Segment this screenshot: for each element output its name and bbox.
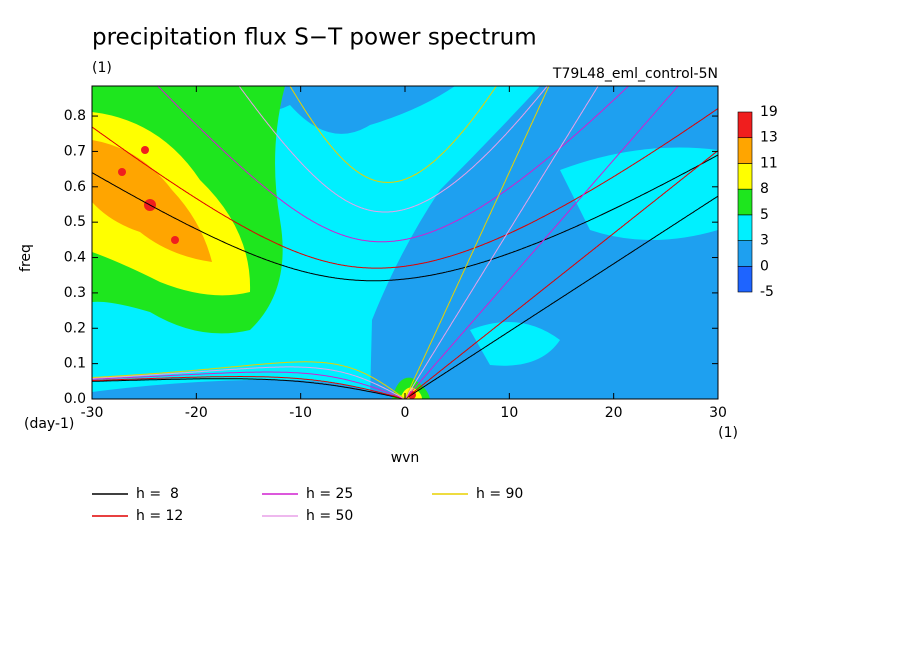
legend-label: h = 50 — [306, 508, 353, 524]
colorbar-label: -5 — [760, 284, 774, 300]
field-area — [141, 146, 149, 154]
x-tick-label: 20 — [605, 405, 623, 421]
colorbar-label: 3 — [760, 233, 769, 249]
dispersion-curve — [404, 150, 718, 399]
y-tick-label: 0.4 — [64, 250, 86, 266]
x-tick-label: 0 — [401, 405, 410, 421]
dispersion-curves — [92, 86, 718, 399]
dispersion-curve — [92, 366, 406, 399]
colorbar-box — [737, 111, 753, 139]
x-axis-label: wvn — [391, 450, 420, 466]
field-area — [470, 322, 560, 366]
dispersion-curve — [92, 108, 718, 269]
y-tick-label: 0.1 — [64, 356, 86, 372]
contour-field — [92, 86, 718, 399]
dataset-label: T79L48_eml_control-5N — [552, 66, 718, 82]
y-tick-label: 0.5 — [64, 214, 86, 230]
colorbar-box — [737, 214, 753, 241]
subtitle: (1) — [92, 60, 112, 76]
dispersion-curve — [289, 86, 498, 183]
dispersion-curve — [92, 361, 406, 399]
legend-label: h = 12 — [136, 508, 183, 524]
legend-label: h = 25 — [306, 486, 353, 502]
colorbar-box — [737, 163, 753, 190]
colorbar-box — [737, 240, 753, 267]
y-tick-label: 0.6 — [64, 179, 86, 195]
dispersion-curve — [92, 376, 406, 399]
colorbar-box — [737, 188, 753, 216]
colorbar-label: 19 — [760, 104, 778, 120]
colorbar-box — [737, 137, 753, 164]
dispersion-curve — [238, 86, 548, 213]
chart-title: precipitation flux S−T power spectrum — [92, 25, 537, 51]
legend-label: h = 8 — [136, 486, 179, 502]
x-tick-label: 10 — [500, 405, 518, 421]
field-area — [560, 147, 718, 240]
colorbar-label: 11 — [760, 155, 778, 171]
dispersion-curve — [92, 378, 406, 399]
colorbar-label: 8 — [760, 181, 769, 197]
dispersion-curve — [404, 195, 718, 399]
legend-label: h = 90 — [476, 486, 523, 502]
y-axis-label: freq — [18, 244, 34, 272]
x-tick-label: -30 — [81, 405, 104, 421]
dispersion-curve — [404, 86, 679, 399]
x-tick-label: 30 — [709, 405, 727, 421]
y-tick-label: 0.8 — [64, 108, 86, 124]
field-area — [171, 236, 179, 244]
dispersion-curve — [92, 371, 406, 399]
dispersion-curve — [404, 86, 599, 399]
y-tick-label: 0.0 — [64, 391, 86, 407]
y-tick-label: 0.2 — [64, 320, 86, 336]
x-unit: (1) — [718, 425, 738, 441]
dispersion-curve — [157, 86, 630, 243]
colorbar-box — [737, 265, 753, 293]
field-area — [118, 168, 126, 176]
y-tick-label: 0.7 — [64, 143, 86, 159]
x-tick-label: -20 — [185, 405, 208, 421]
x-tick-label: -10 — [289, 405, 312, 421]
colorbar-label: 5 — [760, 207, 769, 223]
dispersion-curve — [404, 86, 550, 399]
dispersion-curve — [92, 154, 718, 282]
colorbar-label: 13 — [760, 130, 778, 146]
field-area — [92, 379, 390, 399]
colorbar-label: 0 — [760, 258, 769, 274]
y-tick-label: 0.3 — [64, 285, 86, 301]
y-unit: (day-1) — [24, 416, 74, 432]
